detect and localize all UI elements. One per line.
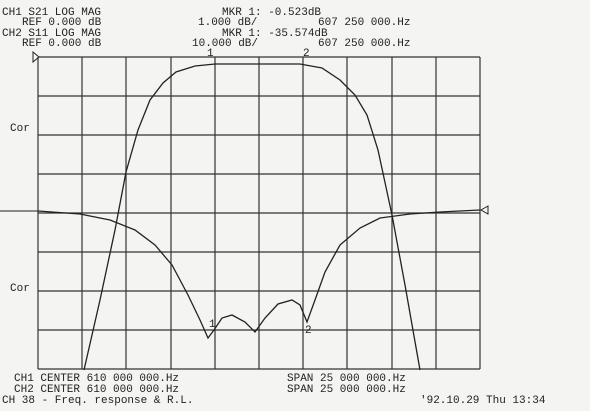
- ch1-scale: 1.000 dB/: [198, 17, 257, 29]
- side-label: Cor: [10, 283, 30, 295]
- side-label: Cor: [10, 123, 30, 135]
- grid: [37, 56, 481, 370]
- marker-label: 1: [209, 319, 216, 331]
- footer-title: CH 38 - Freq. response & R.L.: [2, 395, 193, 407]
- ch1-label: CH1 S21 LOG MAG: [2, 7, 101, 19]
- ch1-marker: MKR 1: -0.523dB: [222, 7, 321, 19]
- ch2-span: SPAN 25 000 000.Hz: [287, 384, 406, 396]
- ch2-label: CH2 S11 LOG MAG: [2, 28, 101, 40]
- ch2-ref: REF 0.000 dB: [22, 38, 102, 50]
- ch1-center: CH1 CENTER 610 000 000.Hz: [14, 373, 179, 385]
- s11-trace: [37, 209, 481, 340]
- ch2-center: CH2 CENTER 610 000 000.Hz: [14, 384, 179, 396]
- marker-label: 2: [305, 325, 312, 337]
- ch1-ref: REF 0.000 dB: [22, 17, 102, 29]
- marker-label: 2: [303, 48, 310, 60]
- s21-trace: [83, 63, 421, 371]
- ch1-span: SPAN 25 000 000.Hz: [287, 373, 406, 385]
- ch2-scale: 10.000 dB/: [192, 38, 258, 50]
- ref-arrow: [479, 205, 489, 215]
- marker-label: 1: [207, 48, 214, 60]
- ch2-marker: MKR 1: -35.574dB: [222, 28, 328, 40]
- ch2-freq: 607 250 000.Hz: [318, 38, 410, 50]
- ref-arrow: [32, 50, 40, 64]
- ch1-freq: 607 250 000.Hz: [318, 17, 410, 29]
- timestamp: '92.10.29 Thu 13:34: [420, 395, 546, 407]
